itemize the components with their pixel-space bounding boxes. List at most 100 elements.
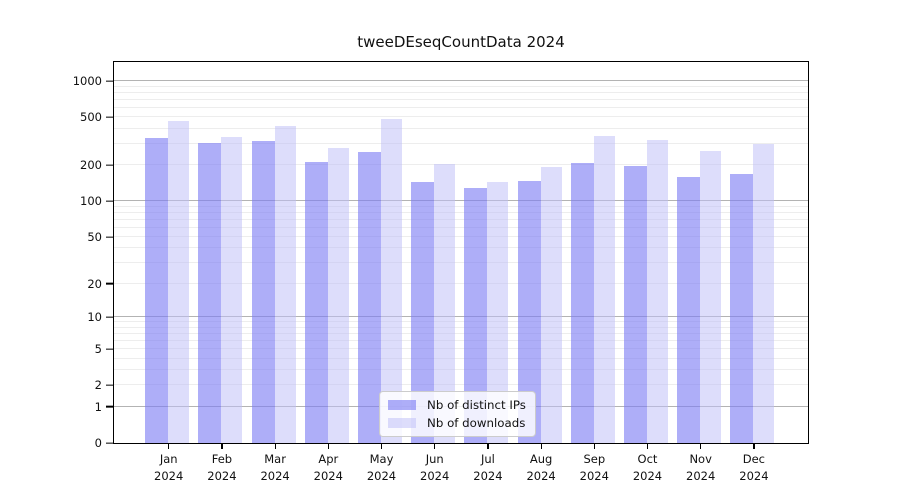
- bar-downloads-mar: [274, 125, 296, 443]
- x-tick-jun: [434, 443, 436, 449]
- x-tick-apr: [327, 443, 329, 449]
- x-tick-label-sep: Sep 2024: [579, 452, 609, 483]
- bar-downloads-may: [381, 118, 402, 443]
- x-tick-dec: [753, 443, 755, 449]
- x-tick-label-dec: Dec 2024: [739, 452, 769, 483]
- gridline-minor-8: [114, 326, 808, 328]
- x-tick-jan: [168, 443, 170, 449]
- legend: Nb of distinct IPs Nb of downloads: [379, 391, 536, 437]
- bar-downloads-aug: [540, 166, 562, 443]
- bar-distinct-ips-mar: [251, 141, 275, 443]
- x-tick-label-may: May 2024: [366, 452, 397, 483]
- gridline-minor-70: [114, 218, 808, 220]
- y-tick-200: [106, 164, 113, 166]
- bar-distinct-ips-jan: [145, 137, 169, 443]
- bar-distinct-ips-may: [358, 151, 381, 443]
- y-tick-20: [106, 282, 113, 285]
- gridline-minor-4: [114, 357, 808, 359]
- bar-distinct-ips-nov: [677, 176, 701, 443]
- legend-swatch-downloads-icon: [388, 418, 416, 428]
- bar-distinct-ips-feb: [198, 143, 222, 443]
- x-tick-label-jul: Jul 2024: [473, 452, 503, 483]
- x-tick-feb: [221, 443, 223, 449]
- bar-distinct-ips-aug: [517, 180, 541, 443]
- x-tick-nov: [700, 443, 702, 449]
- y-tick-1000: [106, 80, 113, 82]
- y-tick-label-200: 200: [80, 158, 102, 173]
- gridline-minor-5: [114, 348, 808, 350]
- gridline-minor-900: [114, 85, 808, 87]
- x-tick-label-jun: Jun 2024: [420, 452, 450, 483]
- gridline-minor-600: [114, 106, 808, 108]
- gridline-minor-60: [114, 226, 808, 228]
- y-tick-2: [106, 384, 113, 387]
- x-tick-jul: [487, 443, 489, 449]
- y-tick-label-1000: 1000: [72, 74, 102, 89]
- y-tick-label-0: 0: [94, 436, 102, 450]
- bar-distinct-ips-jun: [411, 181, 435, 443]
- gridline-minor-800: [114, 91, 808, 93]
- gridline-minor-400: [114, 128, 808, 130]
- y-tick-500: [106, 116, 113, 119]
- bar-downloads-sep: [593, 136, 615, 443]
- x-tick-label-feb: Feb 2024: [207, 452, 237, 483]
- x-tick-label-mar: Mar 2024: [260, 452, 290, 483]
- x-tick-sep: [593, 443, 595, 449]
- gridline-minor-80: [114, 211, 808, 213]
- bar-downloads-dec: [753, 143, 775, 443]
- gridline-minor-9: [114, 321, 808, 323]
- gridline-minor-3: [114, 369, 808, 371]
- x-tick-label-nov: Nov 2024: [686, 452, 716, 483]
- y-tick-label-100: 100: [80, 194, 102, 209]
- legend-label-distinct-ips: Nb of distinct IPs: [427, 398, 526, 412]
- y-tick-label-1: 1: [94, 399, 102, 414]
- gridline-minor-90: [114, 205, 808, 207]
- y-tick-label-20: 20: [87, 276, 102, 291]
- legend-swatch-distinct-ips-icon: [388, 400, 416, 410]
- gridline-minor-30: [114, 262, 808, 264]
- y-tick-100: [106, 200, 113, 202]
- bar-downloads-oct: [647, 140, 668, 443]
- gridline-minor-6: [114, 340, 808, 342]
- x-tick-oct: [646, 443, 649, 449]
- gridline-major-1000: [114, 80, 808, 82]
- bar-distinct-ips-sep: [570, 162, 594, 443]
- x-tick-may: [380, 443, 383, 449]
- bar-downloads-nov: [700, 150, 722, 443]
- x-tick-aug: [540, 443, 542, 449]
- y-tick-5: [106, 348, 113, 350]
- gridline-minor-2: [114, 384, 808, 386]
- y-tick-label-2: 2: [94, 378, 102, 393]
- bar-distinct-ips-dec: [730, 173, 754, 443]
- chart-title: tweeDEseqCountData 2024: [357, 33, 565, 51]
- y-tick-label-10: 10: [87, 310, 102, 325]
- bar-distinct-ips-apr: [304, 162, 328, 443]
- y-tick-label-500: 500: [80, 110, 102, 125]
- gridline-major-10: [114, 316, 808, 318]
- gridline-minor-200: [114, 164, 808, 166]
- y-tick-label-50: 50: [87, 230, 102, 245]
- gridline-minor-20: [114, 282, 808, 284]
- x-tick-label-aug: Aug 2024: [526, 452, 556, 483]
- gridline-minor-40: [114, 247, 808, 249]
- gridline-minor-50: [114, 236, 808, 238]
- y-tick-label-5: 5: [94, 342, 102, 357]
- x-tick-label-oct: Oct 2024: [632, 452, 663, 483]
- x-tick-mar: [274, 443, 276, 449]
- gridline-minor-7: [114, 333, 808, 335]
- y-tick-10: [106, 316, 113, 319]
- gridline-minor-700: [114, 98, 808, 100]
- bar-distinct-ips-jul: [464, 188, 488, 443]
- legend-label-downloads: Nb of downloads: [427, 416, 526, 430]
- y-tick-50: [106, 236, 113, 238]
- legend-item-distinct-ips: Nb of distinct IPs: [388, 398, 526, 412]
- bar-downloads-jul: [487, 181, 509, 443]
- gridline-minor-300: [114, 143, 808, 145]
- gridline-minor-500: [114, 116, 808, 118]
- y-tick-1: [106, 406, 113, 408]
- bar-downloads-jan: [168, 121, 190, 443]
- y-tick-0: [106, 442, 113, 444]
- gridline-major-100: [114, 200, 808, 202]
- bar-downloads-jun: [434, 163, 456, 443]
